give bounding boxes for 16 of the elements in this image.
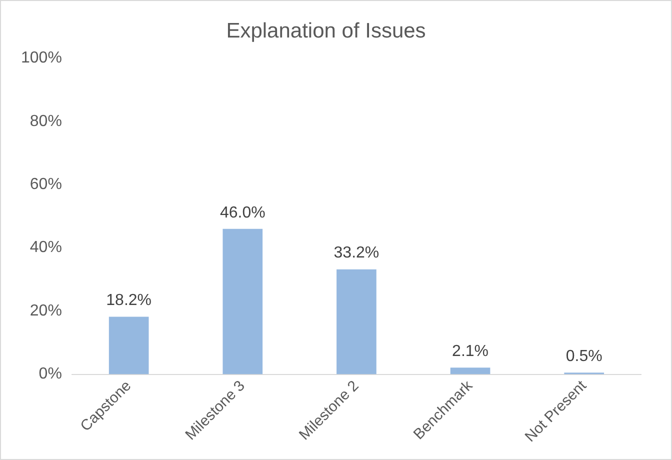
data-label: 0.5% (566, 348, 602, 366)
bar (336, 269, 376, 374)
y-tick-label: 100% (21, 50, 62, 67)
data-label: 18.2% (106, 292, 152, 310)
y-tick-label: 20% (30, 302, 62, 320)
data-label: 46.0% (220, 204, 266, 222)
y-tick-label: 60% (30, 176, 62, 194)
bar (222, 228, 263, 374)
y-tick-label: 0% (38, 366, 62, 383)
y-tick-label: 80% (30, 112, 62, 130)
data-label: 33.2% (334, 244, 380, 262)
data-label: 2.1% (452, 343, 489, 360)
bar (108, 316, 149, 374)
chart-title: Explanation of Issues (226, 19, 426, 42)
y-tick-label: 40% (30, 239, 62, 256)
bar (450, 368, 490, 374)
